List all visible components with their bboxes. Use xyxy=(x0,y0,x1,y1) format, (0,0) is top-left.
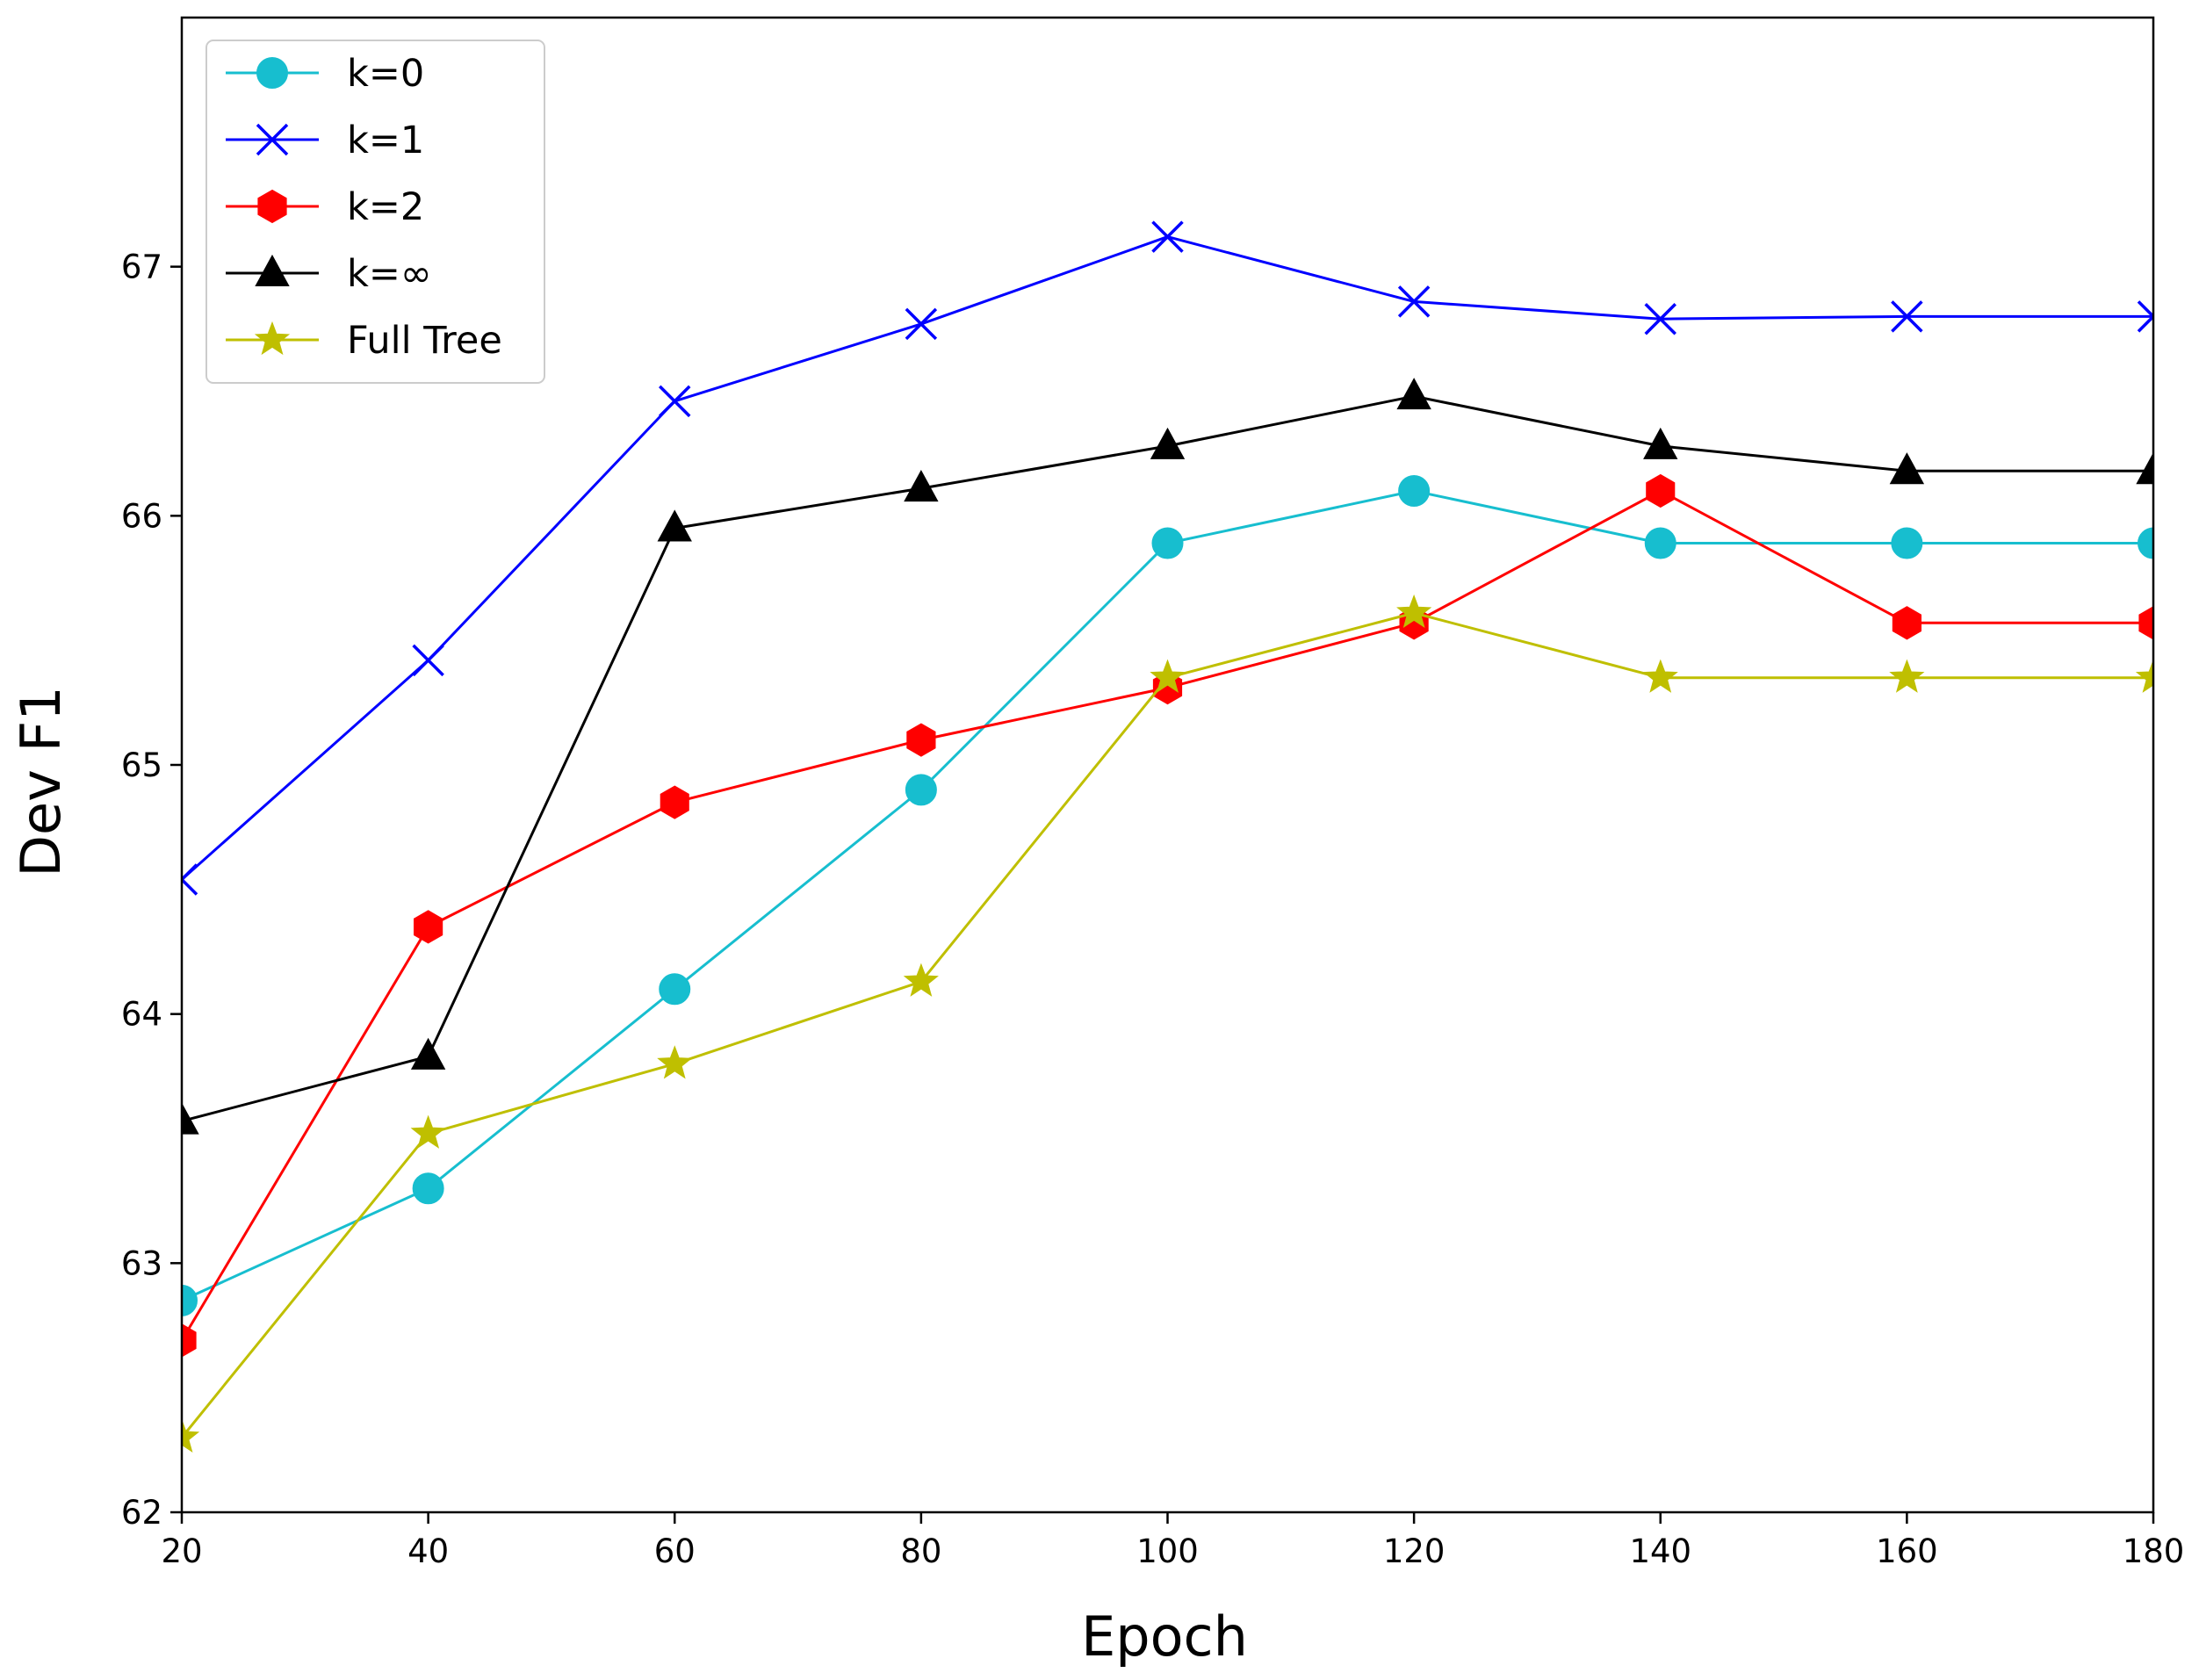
data-point-k-0-60 xyxy=(659,973,691,1006)
series-full-tree xyxy=(182,594,2153,1453)
x-tick-label-120: 120 xyxy=(1383,1532,1446,1570)
legend-marker-k-1 xyxy=(256,123,289,156)
x-tick-label-140: 140 xyxy=(1629,1532,1691,1570)
data-point-k-2-20 xyxy=(182,1323,197,1358)
data-point-k-inf-20 xyxy=(182,1102,199,1135)
y-tick-label-66: 66 xyxy=(121,497,162,535)
data-point-k-2-60 xyxy=(660,785,689,819)
data-point-k-0-80 xyxy=(905,774,937,806)
data-point-full-tree-80 xyxy=(903,963,939,997)
data-point-k-2-160 xyxy=(1892,606,1921,640)
legend-label-k-2: k=2 xyxy=(347,185,424,229)
legend: k=0 k=1 k=2 k=∞ Full Tree xyxy=(205,40,545,384)
data-point-k-1-180 xyxy=(2137,300,2153,333)
data-point-k-inf-140 xyxy=(1643,427,1678,459)
data-point-k-0-160 xyxy=(1891,527,1923,559)
data-point-k-1-140 xyxy=(1644,302,1676,335)
x-tick-label-180: 180 xyxy=(2123,1532,2185,1570)
x-axis-label: Epoch xyxy=(1081,1604,1248,1669)
data-point-full-tree-160 xyxy=(1889,659,1925,693)
data-point-k-inf-40 xyxy=(410,1037,446,1070)
y-axis-label: Dev F1 xyxy=(9,686,73,876)
legend-label-full-tree: Full Tree xyxy=(347,319,502,363)
data-point-k-2-80 xyxy=(906,723,936,757)
data-point-full-tree-180 xyxy=(2135,659,2153,693)
data-point-full-tree-140 xyxy=(1642,659,1678,693)
axes: 20 40 60 80 100 120 140 160 180 62 63 64 65 66 67 xyxy=(121,16,2185,1570)
data-point-full-tree-100 xyxy=(1150,659,1186,693)
data-point-k-2-40 xyxy=(414,910,443,944)
data-point-k-1-20 xyxy=(182,863,198,896)
data-point-full-tree-40 xyxy=(410,1114,446,1149)
data-point-k-inf-120 xyxy=(1396,378,1431,410)
data-point-k-0-20 xyxy=(182,1284,198,1316)
data-point-full-tree-20 xyxy=(182,1418,200,1453)
legend-marker-full-tree xyxy=(254,321,291,356)
data-point-k-0-100 xyxy=(1151,527,1184,559)
legend-label-k-1: k=1 xyxy=(347,119,424,162)
series-k-2 xyxy=(182,473,2153,1358)
data-point-k-inf-60 xyxy=(657,509,692,542)
series-k-inf xyxy=(182,378,2153,1135)
data-point-k-inf-180 xyxy=(2136,452,2153,485)
legend-entry-full-tree: Full Tree xyxy=(226,319,502,363)
data-point-k-1-160 xyxy=(1891,300,1923,333)
data-point-k-0-140 xyxy=(1644,527,1676,559)
x-tick-label-20: 20 xyxy=(161,1532,202,1570)
y-tick-label-67: 67 xyxy=(121,249,162,286)
data-point-k-1-100 xyxy=(1151,220,1184,253)
series-k-1 xyxy=(182,220,2153,896)
x-tick-label-80: 80 xyxy=(900,1532,941,1570)
y-tick-label-65: 65 xyxy=(121,746,162,784)
plot-area xyxy=(182,220,2153,1453)
legend-label-k-inf: k=∞ xyxy=(347,252,432,296)
series-k-0 xyxy=(182,474,2153,1316)
data-point-k-1-80 xyxy=(905,307,938,341)
data-point-k-0-40 xyxy=(412,1172,444,1205)
legend-entry-k-2: k=2 xyxy=(226,185,424,229)
data-point-k-2-180 xyxy=(2138,606,2153,640)
y-tick-label-62: 62 xyxy=(121,1494,162,1532)
legend-marker-k-0 xyxy=(256,57,288,89)
data-point-full-tree-60 xyxy=(657,1045,693,1079)
legend-entry-k-0: k=0 xyxy=(226,52,424,96)
x-tick-label-60: 60 xyxy=(654,1532,696,1570)
data-point-k-2-140 xyxy=(1646,473,1676,508)
data-point-k-0-120 xyxy=(1398,474,1431,507)
legend-entry-k-1: k=1 xyxy=(226,119,424,162)
legend-marker-k-inf xyxy=(255,254,290,286)
data-point-full-tree-120 xyxy=(1396,594,1432,629)
data-point-k-1-120 xyxy=(1397,285,1431,318)
data-point-k-inf-160 xyxy=(1889,452,1925,485)
legend-box xyxy=(205,40,545,384)
legend-label-k-0: k=0 xyxy=(347,52,424,96)
legend-marker-k-2 xyxy=(257,189,287,224)
x-tick-label-40: 40 xyxy=(407,1532,449,1570)
y-tick-label-63: 63 xyxy=(121,1244,162,1282)
data-point-k-inf-100 xyxy=(1150,427,1186,459)
y-tick-label-64: 64 xyxy=(121,996,162,1034)
legend-entry-k-inf: k=∞ xyxy=(226,252,432,296)
data-point-k-1-60 xyxy=(659,385,691,418)
x-tick-label-100: 100 xyxy=(1136,1532,1199,1570)
data-point-k-1-40 xyxy=(412,644,444,677)
x-tick-label-160: 160 xyxy=(1876,1532,1938,1570)
data-point-k-0-180 xyxy=(2138,527,2153,559)
data-point-k-inf-80 xyxy=(904,470,939,502)
